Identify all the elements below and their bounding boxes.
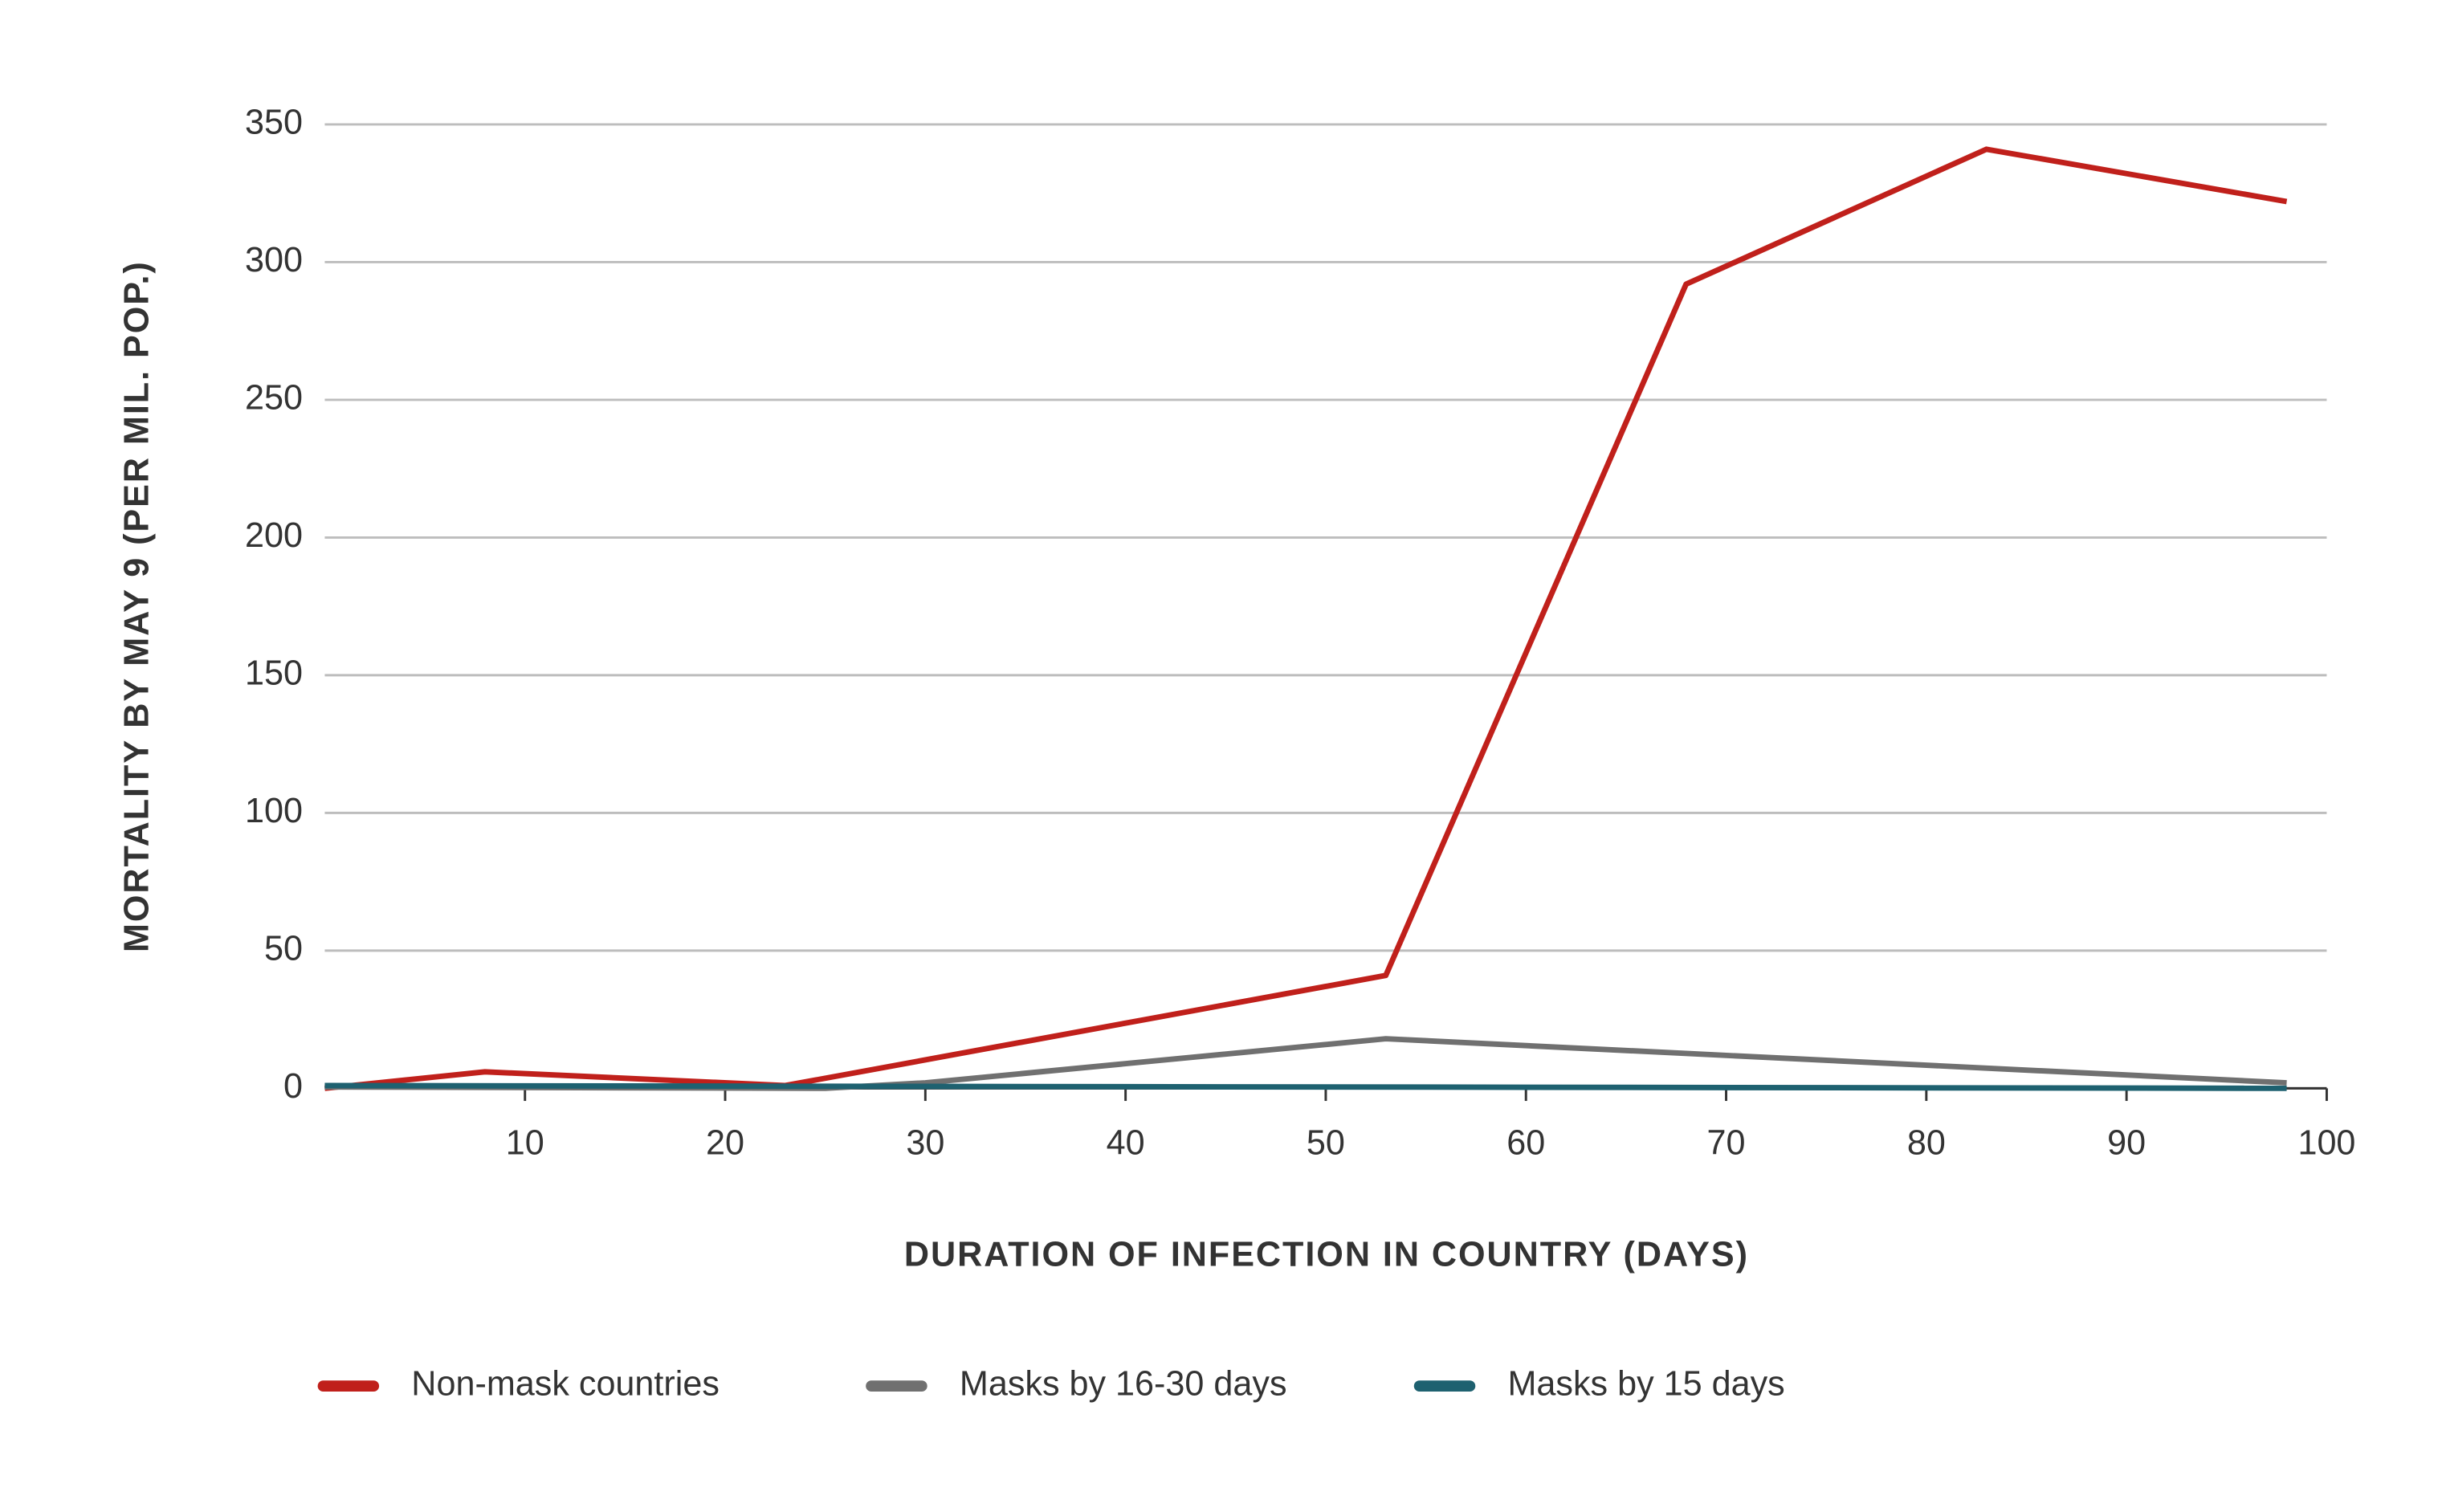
- x-axis-title: DURATION OF INFECTION IN COUNTRY (DAYS): [904, 1236, 1749, 1274]
- y-tick-label: 100: [245, 792, 303, 830]
- x-tick-label: 60: [1506, 1123, 1545, 1162]
- legend-label: Masks by 16-30 days: [960, 1364, 1287, 1403]
- legend-label: Non-mask countries: [411, 1364, 720, 1403]
- data-line: [324, 1082, 2287, 1091]
- x-tick-label: 30: [906, 1123, 944, 1162]
- x-tick-label: 20: [706, 1123, 744, 1162]
- y-tick-label: 350: [245, 103, 303, 141]
- y-tick-label: 200: [245, 516, 303, 555]
- y-tick-label: 300: [245, 241, 303, 279]
- x-tick-label: 100: [2297, 1123, 2355, 1162]
- y-axis-title: MORTALITY BY MAY 9 (PER MIL. POP.): [117, 260, 156, 952]
- x-tick-label: 80: [1907, 1123, 1946, 1162]
- x-tick-label: 90: [2107, 1123, 2146, 1162]
- data-line: [324, 1036, 2287, 1091]
- y-tick-label: 150: [245, 654, 303, 692]
- y-tick-label: 0: [283, 1067, 303, 1106]
- data-line: [324, 146, 2288, 1091]
- y-tick-label: 250: [245, 378, 303, 417]
- x-tick-label: 50: [1307, 1123, 1345, 1162]
- legend-label: Masks by 15 days: [1507, 1364, 1784, 1403]
- x-tick-label: 10: [506, 1123, 544, 1162]
- y-tick-label: 50: [264, 929, 303, 968]
- x-tick-label: 40: [1107, 1123, 1145, 1162]
- x-tick-label: 70: [1707, 1123, 1746, 1162]
